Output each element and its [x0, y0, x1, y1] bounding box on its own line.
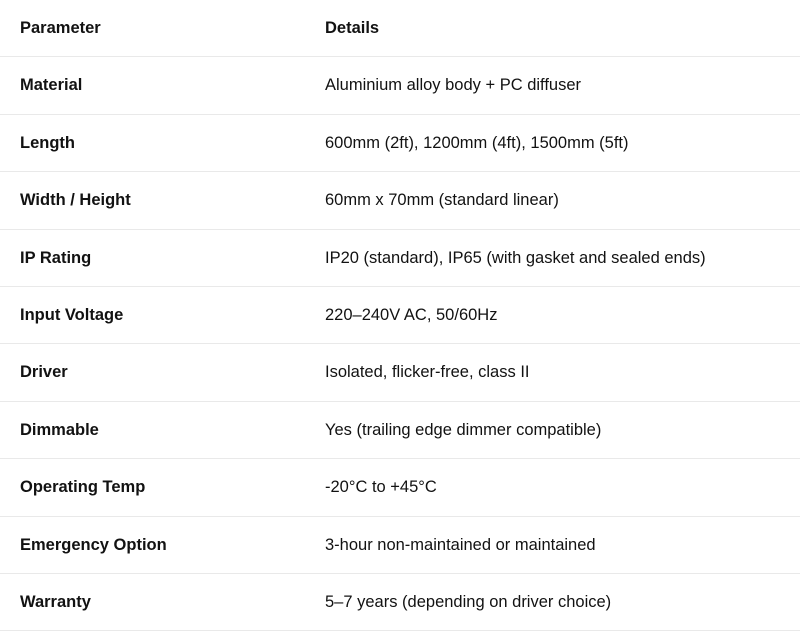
- table-header-row: Parameter Details: [0, 0, 800, 58]
- cell-parameter: IP Rating: [0, 229, 325, 287]
- cell-parameter: Width / Height: [0, 171, 325, 230]
- cell-details: IP20 (standard), IP65 (with gasket and s…: [325, 229, 800, 287]
- table-row: Width / Height 60mm x 70mm (standard lin…: [0, 171, 800, 230]
- table-body: Material Aluminium alloy body + PC diffu…: [0, 56, 800, 631]
- table-row: Length 600mm (2ft), 1200mm (4ft), 1500mm…: [0, 114, 800, 173]
- table-row: Warranty 5–7 years (depending on driver …: [0, 573, 800, 631]
- cell-parameter: Driver: [0, 343, 325, 402]
- cell-details: 220–240V AC, 50/60Hz: [325, 286, 800, 345]
- cell-details: 600mm (2ft), 1200mm (4ft), 1500mm (5ft): [325, 114, 800, 173]
- cell-parameter: Input Voltage: [0, 286, 325, 345]
- cell-parameter: Dimmable: [0, 401, 325, 460]
- table-row: IP Rating IP20 (standard), IP65 (with ga…: [0, 229, 800, 287]
- cell-details: 3-hour non-maintained or maintained: [325, 516, 800, 574]
- cell-parameter: Material: [0, 56, 325, 115]
- table-row: Material Aluminium alloy body + PC diffu…: [0, 56, 800, 115]
- table-row: Operating Temp -20°C to +45°C: [0, 458, 800, 517]
- cell-parameter: Emergency Option: [0, 516, 325, 574]
- table-row: Driver Isolated, flicker-free, class II: [0, 343, 800, 402]
- column-header-parameter: Parameter: [0, 0, 325, 58]
- cell-details: Yes (trailing edge dimmer compatible): [325, 401, 800, 460]
- cell-parameter: Warranty: [0, 573, 325, 631]
- table-header: Parameter Details: [0, 0, 800, 58]
- table-row: Dimmable Yes (trailing edge dimmer compa…: [0, 401, 800, 460]
- cell-details: 60mm x 70mm (standard linear): [325, 171, 800, 230]
- cell-parameter: Operating Temp: [0, 458, 325, 517]
- cell-details: Isolated, flicker-free, class II: [325, 343, 800, 402]
- table-row: Input Voltage 220–240V AC, 50/60Hz: [0, 286, 800, 345]
- cell-parameter: Length: [0, 114, 325, 173]
- cell-details: Aluminium alloy body + PC diffuser: [325, 56, 800, 115]
- column-header-details: Details: [325, 0, 800, 58]
- cell-details: 5–7 years (depending on driver choice): [325, 573, 800, 631]
- table-row: Emergency Option 3-hour non-maintained o…: [0, 516, 800, 574]
- cell-details: -20°C to +45°C: [325, 458, 800, 517]
